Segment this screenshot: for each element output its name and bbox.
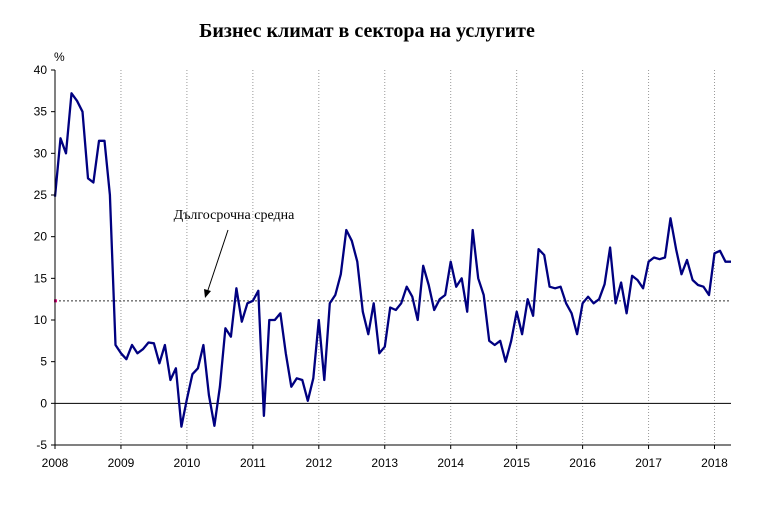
y-tick-label: 40 [34,63,48,77]
y-tick-label: 35 [34,105,48,119]
x-tick-label: 2013 [371,456,398,470]
series-line [53,92,731,428]
x-tick-label: 2009 [108,456,135,470]
x-tick-label: 2011 [240,456,266,470]
x-tick-label: 2010 [174,456,201,470]
x-tick-label: 2008 [42,456,69,470]
arrow-head [204,289,211,298]
year-gridlines [120,70,716,445]
y-tick-label: 25 [34,188,48,202]
y-axis-unit: % [54,50,65,64]
y-tick-label: 20 [34,230,48,244]
x-tick-label: 2016 [569,456,596,470]
x-tick-label: 2015 [503,456,530,470]
x-tick-labels: 2008 2009 2010 2011 2012 2013 2014 2015 2016 2017… [42,445,728,470]
y-tick-label: 0 [40,396,47,410]
y-tick-labels: 40 35 30 25 20 15 10 5 0 -5 [34,63,55,452]
annotation-arrow [206,229,229,294]
y-tick-label: 15 [34,271,48,285]
annotation: Дългосрочна средна [174,208,295,298]
y-tick-label: 5 [40,355,47,369]
x-tick-label: 2018 [701,456,728,470]
axes [54,70,731,446]
x-tick-label: 2014 [437,456,464,470]
x-tick-label: 2017 [635,456,662,470]
x-tick-label: 2012 [305,456,332,470]
y-tick-label: 30 [34,146,48,160]
annotation-label: Дългосрочна средна [174,208,295,223]
y-tick-label: -5 [36,438,47,452]
y-tick-label: 10 [34,313,48,327]
chart-title: Бизнес климат в сектора на услугите [199,20,535,42]
